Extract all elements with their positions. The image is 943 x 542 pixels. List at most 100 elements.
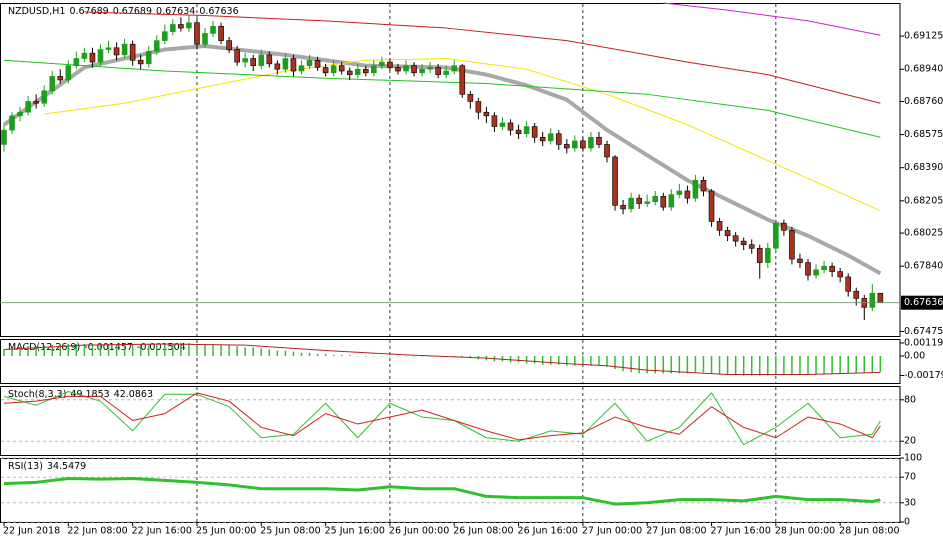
candle-body	[451, 65, 458, 72]
macd-bar	[381, 355, 383, 357]
macd-bar	[196, 344, 198, 356]
x-tick-label: 22 Jun 2018	[3, 526, 60, 537]
panel-header: NZDUSD,H1 0.67689 0.67689 0.67634 0.67636	[8, 6, 239, 17]
candle-body	[153, 40, 160, 52]
panel-frame	[0, 458, 901, 523]
header-item: -0.001504	[137, 342, 186, 353]
panel-frame	[0, 386, 901, 456]
panel-header: MACD(12,26,9)-0.001457-0.001504	[8, 342, 186, 353]
macd-bar	[759, 355, 761, 376]
macd-bar	[670, 355, 673, 374]
candle-body	[499, 122, 506, 127]
macd-bar	[654, 355, 656, 374]
header-item: NZDUSD,H1	[8, 6, 65, 17]
macd-bar	[123, 344, 126, 356]
candle-body	[604, 144, 610, 158]
candle-body	[660, 196, 667, 208]
macd-bar	[139, 344, 142, 356]
candle-body	[17, 111, 23, 117]
candle-body	[596, 136, 602, 145]
macd-bar	[863, 355, 866, 374]
candle-body	[202, 33, 208, 45]
candle-body	[403, 65, 409, 72]
candle-body	[467, 94, 474, 102]
macd-bar	[405, 355, 407, 357]
y-tick-label: 70	[904, 472, 916, 483]
macd-bar	[99, 344, 102, 356]
x-tick-label: 27 Jun 08:00	[646, 526, 706, 537]
panel-header: RSI(13) 34.5479	[8, 461, 86, 472]
y-tick-label: 0.67475	[904, 326, 943, 337]
macd-bar	[638, 355, 640, 374]
candle-body	[290, 58, 297, 72]
candle-body	[756, 247, 763, 263]
macd-bar	[582, 355, 584, 366]
candle-body	[338, 65, 345, 72]
x-tick-label: 26 Jun 08:00	[453, 526, 513, 537]
macd-bar	[501, 355, 504, 362]
macd-bar	[147, 344, 150, 356]
candle-body	[362, 68, 369, 74]
indicator-line	[3, 59, 881, 138]
candle-body	[797, 258, 803, 263]
candle-body	[781, 222, 787, 231]
header-item: 0.67689	[113, 6, 152, 17]
header-item: 0.67634	[156, 6, 195, 17]
macd-bar	[783, 355, 785, 375]
macd-bar	[614, 355, 616, 370]
macd-bar	[131, 344, 134, 356]
candle-body	[427, 67, 433, 70]
macd-bar	[421, 355, 423, 357]
candle-body	[186, 22, 192, 29]
macd-bar	[27, 346, 29, 356]
y-tick-label: 0.001194	[904, 337, 943, 348]
candle-body	[877, 292, 884, 304]
candle-body	[354, 68, 361, 75]
candle-body	[853, 290, 860, 299]
macd-bar	[686, 355, 689, 374]
candle-body	[837, 271, 843, 278]
header-item: Stoch(8,3,3)	[8, 389, 66, 400]
macd-bar	[590, 355, 592, 366]
candle-body	[515, 129, 522, 134]
macd-bar	[244, 347, 246, 356]
macd-bar	[107, 344, 110, 356]
candle-body	[652, 196, 659, 203]
candle-body	[636, 197, 642, 204]
candle-body	[314, 59, 321, 68]
macd-bar	[879, 355, 882, 372]
candle-body	[708, 190, 715, 222]
macd-bar	[517, 355, 520, 363]
macd-bar	[791, 355, 793, 375]
candle-body	[588, 136, 594, 149]
candle-body	[740, 240, 747, 245]
macd-bar	[164, 344, 166, 356]
candle-body	[210, 25, 216, 34]
macd-bar	[742, 355, 745, 376]
candle-body	[684, 190, 691, 199]
indicator-line	[84, 11, 881, 104]
candle-body	[821, 265, 827, 271]
macd-bar	[67, 344, 70, 356]
candle-body	[162, 31, 168, 41]
last-price-label: 0.67636	[904, 297, 943, 308]
macd-bar	[558, 355, 560, 365]
x-tick-label: 25 Jun 16:00	[325, 526, 385, 537]
candle-body	[274, 63, 281, 70]
candle-body	[145, 51, 152, 65]
candle-body	[435, 67, 441, 75]
y-tick-label: 0.68390	[904, 162, 943, 173]
indicator-line	[2, 43, 882, 276]
macd-bar	[718, 355, 721, 375]
macd-bar	[156, 344, 158, 356]
macd-bar	[566, 355, 568, 366]
macd-bar	[228, 345, 230, 356]
macd-bar	[767, 355, 769, 376]
candle-body	[298, 65, 305, 72]
candle-body	[459, 65, 466, 95]
y-tick-label: 0.68025	[904, 228, 943, 239]
y-tick-label: 0.00	[904, 350, 925, 361]
candle-body	[25, 101, 31, 113]
y-tick-label: -0.00179	[904, 370, 943, 381]
